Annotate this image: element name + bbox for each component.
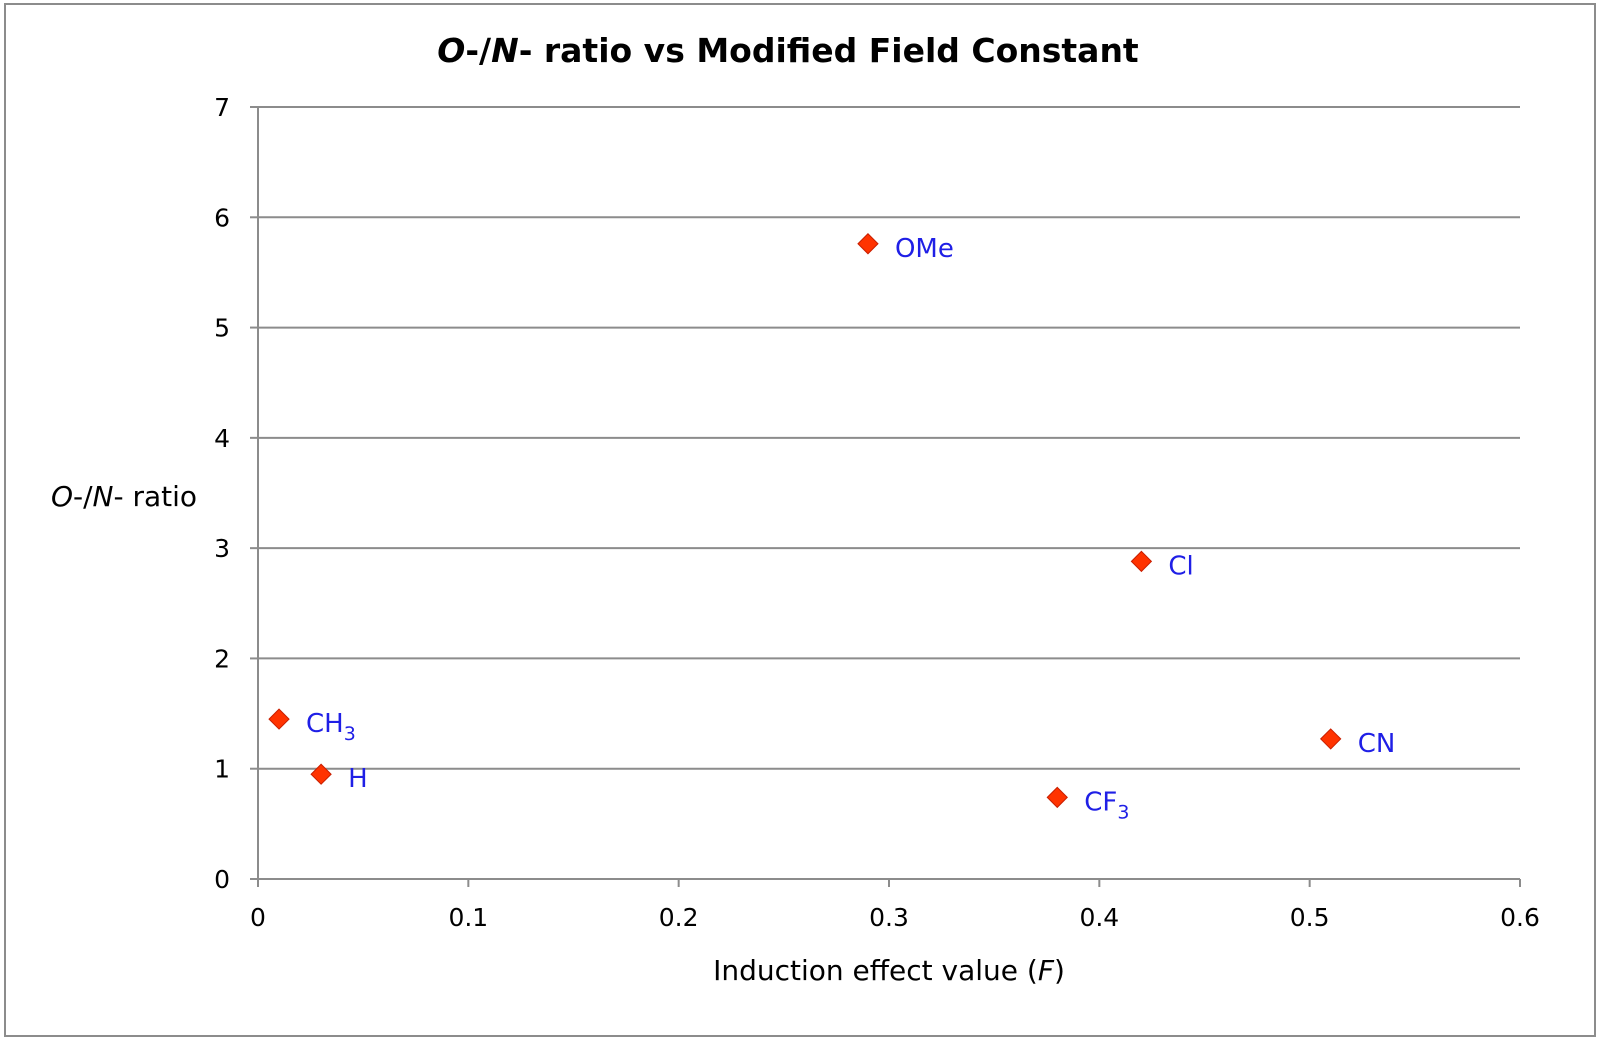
y-axis-title: O-/N- ratio xyxy=(51,480,197,513)
chart-title-n: N xyxy=(491,31,519,70)
data-point-label: CN xyxy=(1358,729,1396,759)
y-axis-title-rest: - ratio xyxy=(113,480,197,513)
data-point-label-text: OMe xyxy=(895,234,954,264)
y-tick-labels: 0 1 2 3 4 5 6 7 xyxy=(214,93,258,894)
data-point-label-subscript: 3 xyxy=(1117,801,1129,823)
x-tick-label: 0.4 xyxy=(1079,903,1119,932)
x-axis-title-suffix: ) xyxy=(1054,954,1065,987)
data-point-label: Cl xyxy=(1168,551,1193,581)
y-tick-label: 3 xyxy=(214,534,230,563)
data-point-marker xyxy=(1319,728,1342,750)
x-tick-label: 0.2 xyxy=(659,903,699,932)
x-axis-title-var: F xyxy=(1038,954,1055,987)
data-point-label-text: CN xyxy=(1358,729,1396,759)
y-axis-title-sep: -/ xyxy=(73,480,93,513)
data-point-label: CF3 xyxy=(1084,787,1129,823)
y-tick-label: 5 xyxy=(214,314,230,343)
data-point-label: CH3 xyxy=(306,709,356,745)
data-point-marker xyxy=(268,708,290,730)
data-point-label-text: CH xyxy=(306,709,344,739)
data-point-marker xyxy=(1130,550,1153,573)
x-tick-label: 0.6 xyxy=(1500,903,1540,932)
y-tick-label: 2 xyxy=(214,644,230,673)
x-tick-label: 0.3 xyxy=(869,903,909,932)
y-tick-label: 0 xyxy=(214,865,230,894)
gridlines xyxy=(258,106,1520,770)
data-point-label-text: H xyxy=(348,764,368,794)
y-tick-label: 1 xyxy=(214,755,230,784)
data-point-label: OMe xyxy=(895,234,954,264)
chart-title: O-/N- ratio vs Modified Field Constant xyxy=(437,31,1139,70)
y-axis-title-n: N xyxy=(93,480,114,513)
data-point-marker xyxy=(310,763,332,785)
y-tick-label: 6 xyxy=(214,203,230,232)
axes xyxy=(257,107,1520,880)
data-point-label-text: CF xyxy=(1084,787,1117,817)
chart-title-rest: - ratio vs Modified Field Constant xyxy=(519,31,1139,70)
x-tick-labels: 0 0.1 0.2 0.3 0.4 0.5 0.6 xyxy=(250,879,1540,932)
data-point-label: H xyxy=(348,764,368,794)
x-tick-label: 0 xyxy=(250,903,266,932)
y-tick-label: 4 xyxy=(214,424,230,453)
data-point-marker xyxy=(1046,786,1068,809)
data-point-marker xyxy=(857,233,879,255)
y-tick-label: 7 xyxy=(214,93,230,122)
x-tick-label: 0.1 xyxy=(448,903,488,932)
chart-title-o: O xyxy=(437,31,465,70)
chart-title-sep: -/ xyxy=(465,31,492,70)
x-tick-label: 0.5 xyxy=(1290,903,1330,932)
x-axis-title-prefix: Induction effect value ( xyxy=(713,954,1038,987)
x-axis-title: Induction effect value (F) xyxy=(713,954,1065,987)
data-point-label-text: Cl xyxy=(1168,551,1193,581)
data-point-label-subscript: 3 xyxy=(344,723,356,745)
y-axis-title-o: O xyxy=(51,480,73,513)
